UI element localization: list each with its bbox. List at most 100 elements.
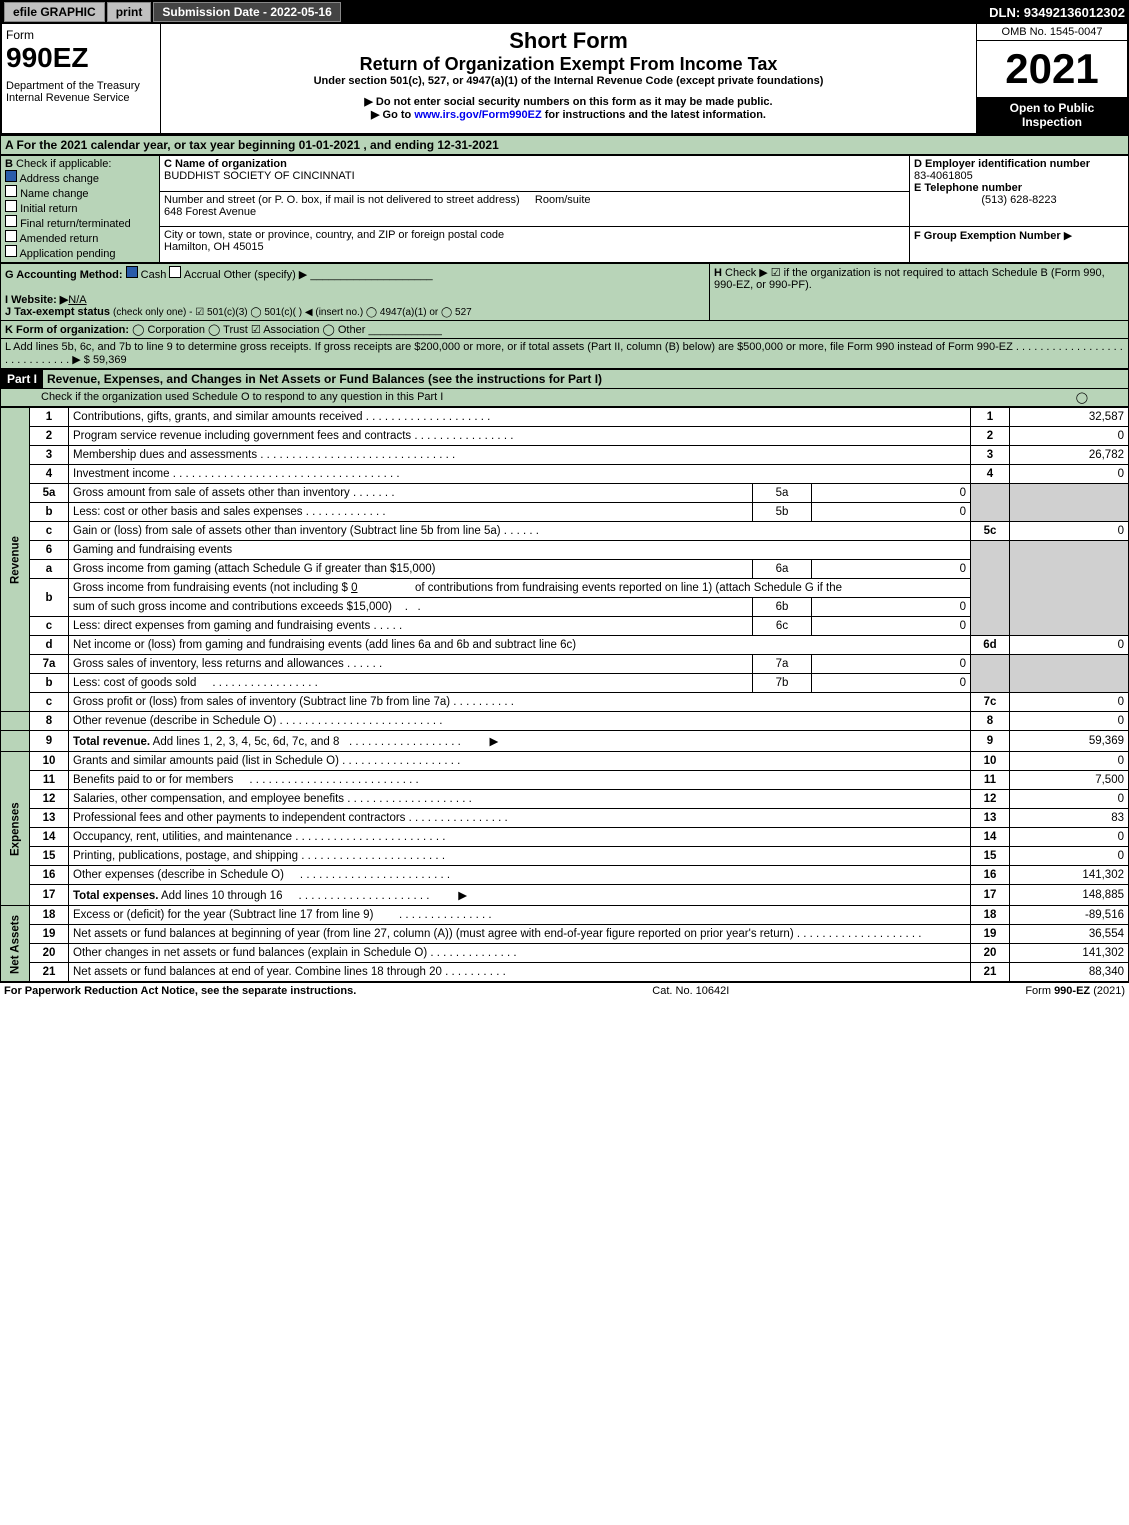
line-15-num: 15 (30, 847, 69, 866)
line-8-desc: Other revenue (describe in Schedule O) .… (69, 712, 971, 731)
line-11-desc: Benefits paid to or for members . . . . … (69, 771, 971, 790)
room-suite-label: Room/suite (535, 194, 591, 206)
form-label: Form (6, 28, 156, 42)
section-c-name-label: C Name of organization (164, 158, 287, 170)
irs: Internal Revenue Service (6, 92, 156, 104)
submission-date: Submission Date - 2022-05-16 (153, 2, 340, 22)
section-l-text: L Add lines 5b, 6c, and 7b to line 9 to … (5, 341, 1013, 353)
part-i-checkrow: Check if the organization used Schedule … (0, 389, 1129, 407)
line-3-n: 3 (971, 446, 1010, 465)
print-button[interactable]: print (107, 2, 152, 22)
line-5c-desc: Gain or (loss) from sale of assets other… (69, 522, 971, 541)
final-return-checkbox[interactable] (5, 215, 17, 227)
net-assets-label: Net Assets (1, 906, 30, 982)
line-18-val: -89,516 (1010, 906, 1129, 925)
line-11-n: 11 (971, 771, 1010, 790)
footer-center: Cat. No. 10642I (652, 985, 729, 997)
line-13-num: 13 (30, 809, 69, 828)
form-number: 990EZ (6, 42, 156, 74)
line-9-desc: Total revenue. Add lines 1, 2, 3, 4, 5c,… (69, 731, 971, 752)
line-1-num: 1 (30, 408, 69, 427)
city-label: City or town, state or province, country… (164, 229, 504, 241)
line-5a-desc: Gross amount from sale of assets other t… (69, 484, 753, 503)
telephone: (513) 628-8223 (914, 194, 1124, 206)
section-i-label: I Website: ▶ (5, 294, 68, 306)
line-6d-num: d (30, 636, 69, 655)
line-9-num: 9 (30, 731, 69, 752)
part-i-title: Revenue, Expenses, and Changes in Net As… (43, 370, 606, 388)
accrual-checkbox[interactable] (169, 266, 181, 278)
section-k-label: K Form of organization: (5, 324, 129, 336)
irs-link[interactable]: www.irs.gov/Form990EZ (414, 109, 541, 121)
part-i-check-text: Check if the organization used Schedule … (41, 391, 443, 404)
cash-label: Cash (141, 269, 167, 281)
line-17-num: 17 (30, 885, 69, 906)
line-14-val: 0 (1010, 828, 1129, 847)
line-8-n: 8 (971, 712, 1010, 731)
topbar-left: efile GRAPHIC print Submission Date - 20… (4, 2, 341, 22)
header-center: Short Form Return of Organization Exempt… (161, 24, 976, 133)
line-10-val: 0 (1010, 752, 1129, 771)
title-return: Return of Organization Exempt From Incom… (165, 54, 972, 75)
line-18-num: 18 (30, 906, 69, 925)
part-i-label: Part I (1, 370, 43, 388)
address-change-checkbox[interactable] (5, 170, 17, 182)
open-inspection: Open to Public Inspection (977, 97, 1127, 133)
check-applicable: Check if applicable: (16, 158, 111, 170)
street-label: Number and street (or P. O. box, if mail… (164, 194, 520, 206)
amended-return-checkbox[interactable] (5, 230, 17, 242)
group-exemption-arrow: ▶ (1064, 230, 1072, 242)
final-return-label: Final return/terminated (20, 218, 131, 230)
line-7c-n: 7c (971, 693, 1010, 712)
gross-receipts: ▶ $ 59,369 (72, 354, 126, 366)
line-12-num: 12 (30, 790, 69, 809)
line-13-desc: Professional fees and other payments to … (69, 809, 971, 828)
line-7a-num: 7a (30, 655, 69, 674)
line-20-val: 141,302 (1010, 944, 1129, 963)
section-h-label: H (714, 267, 722, 279)
section-f-label: F Group Exemption Number (914, 230, 1061, 242)
section-g-label: G Accounting Method: (5, 269, 123, 281)
line-17-val: 148,885 (1010, 885, 1129, 906)
line-19-n: 19 (971, 925, 1010, 944)
line-21-n: 21 (971, 963, 1010, 982)
application-pending-checkbox[interactable] (5, 245, 17, 257)
line-6c-sn: 6c (753, 617, 812, 636)
subtitle-ssn: ▶ Do not enter social security numbers o… (165, 95, 972, 108)
line-6d-n: 6d (971, 636, 1010, 655)
line-7b-sn: 7b (753, 674, 812, 693)
line-6c-sv: 0 (812, 617, 971, 636)
line-6c-num: c (30, 617, 69, 636)
line-10-n: 10 (971, 752, 1010, 771)
line-6b-sv: 0 (812, 598, 971, 617)
line-14-num: 14 (30, 828, 69, 847)
line-6-num: 6 (30, 541, 69, 560)
line-11-num: 11 (30, 771, 69, 790)
line-6c-desc: Less: direct expenses from gaming and fu… (69, 617, 753, 636)
line-18-n: 18 (971, 906, 1010, 925)
efile-label: efile GRAPHIC (4, 2, 105, 22)
accrual-label: Accrual (184, 269, 221, 281)
line-6b-sn: 6b (753, 598, 812, 617)
name-change-checkbox[interactable] (5, 185, 17, 197)
footer: For Paperwork Reduction Act Notice, see … (0, 982, 1129, 999)
dept-treasury: Department of the Treasury (6, 80, 156, 92)
line-17-desc: Total expenses. Add lines 10 through 16 … (69, 885, 971, 906)
line-13-val: 83 (1010, 809, 1129, 828)
line-5b-sn: 5b (753, 503, 812, 522)
line-14-desc: Occupancy, rent, utilities, and maintena… (69, 828, 971, 847)
line-7c-desc: Gross profit or (loss) from sales of inv… (69, 693, 971, 712)
line-14-n: 14 (971, 828, 1010, 847)
line-6b-desc2: sum of such gross income and contributio… (69, 598, 753, 617)
revenue-label: Revenue (1, 408, 30, 712)
line-3-num: 3 (30, 446, 69, 465)
line-2-desc: Program service revenue including govern… (69, 427, 971, 446)
line-21-num: 21 (30, 963, 69, 982)
line-15-desc: Printing, publications, postage, and shi… (69, 847, 971, 866)
line-6d-desc: Net income or (loss) from gaming and fun… (69, 636, 971, 655)
line-5a-sn: 5a (753, 484, 812, 503)
initial-return-checkbox[interactable] (5, 200, 17, 212)
cash-checkbox[interactable] (126, 266, 138, 278)
part-i-check-val: ◯ (1076, 391, 1088, 404)
line-16-val: 141,302 (1010, 866, 1129, 885)
